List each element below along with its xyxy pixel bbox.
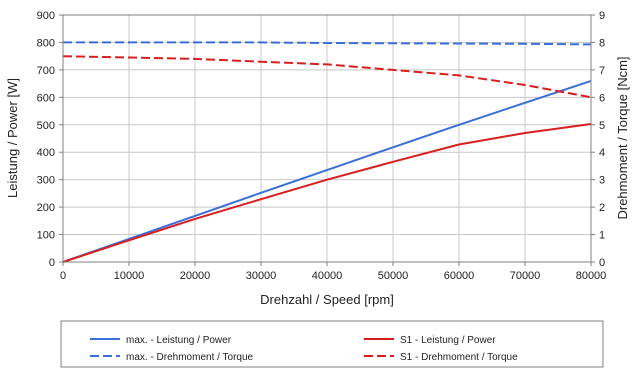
y-right-tick-label-1: 1 bbox=[599, 230, 605, 242]
y-left-tick-label-5: 500 bbox=[37, 120, 55, 132]
y-left-tick-label-7: 700 bbox=[37, 65, 55, 77]
y-right-tick-label-6: 6 bbox=[599, 92, 605, 104]
legend-label-max-torque: max. - Drehmoment / Torque bbox=[126, 352, 254, 363]
legend-label-s1-power: S1 - Leistung / Power bbox=[400, 335, 496, 346]
legend-label-max-power: max. - Leistung / Power bbox=[126, 335, 232, 346]
legend-box bbox=[60, 320, 604, 368]
legend-label-s1-torque: S1 - Drehmoment / Torque bbox=[400, 352, 518, 363]
series-line-0 bbox=[62, 79, 592, 263]
y-axis-right-title: Drehmoment / Torque [Ncm] bbox=[615, 56, 630, 219]
y-right-tick-label-5: 5 bbox=[599, 120, 605, 132]
y-axis-left-title: Leistung / Power [W] bbox=[5, 78, 20, 198]
y-right-tick-label-4: 4 bbox=[599, 147, 605, 159]
y-right-tick-label-8: 8 bbox=[599, 37, 605, 49]
x-tick-label-8: 80000 bbox=[576, 270, 607, 282]
series-line-1 bbox=[62, 123, 592, 263]
x-tick-label-2: 20000 bbox=[180, 270, 211, 282]
y-right-tick-label-0: 0 bbox=[599, 257, 605, 269]
y-right-tick-label-2: 2 bbox=[599, 202, 605, 214]
y-left-tick-label-2: 200 bbox=[37, 202, 55, 214]
y-left-tick-label-3: 300 bbox=[37, 175, 55, 187]
y-right-tick-label-9: 9 bbox=[599, 10, 605, 22]
y-left-tick-label-9: 900 bbox=[37, 10, 55, 22]
legend: max. - Leistung / Power max. - Drehmomen… bbox=[60, 320, 604, 368]
y-right-tick-label-7: 7 bbox=[599, 65, 605, 77]
y-left-tick-label-6: 600 bbox=[37, 92, 55, 104]
x-tick-label-7: 70000 bbox=[510, 270, 541, 282]
x-tick-label-6: 60000 bbox=[444, 270, 475, 282]
x-tick-label-3: 30000 bbox=[246, 270, 277, 282]
y-right-tick-label-3: 3 bbox=[599, 175, 605, 187]
series-line-2 bbox=[63, 41, 592, 46]
y-left-tick-label-8: 800 bbox=[37, 37, 55, 49]
x-tick-label-4: 40000 bbox=[312, 270, 343, 282]
x-tick-label-5: 50000 bbox=[378, 270, 409, 282]
series-line-3 bbox=[62, 55, 592, 99]
x-tick-label-1: 10000 bbox=[114, 270, 145, 282]
y-left-tick-label-0: 0 bbox=[49, 257, 55, 269]
y-left-tick-label-4: 400 bbox=[37, 147, 55, 159]
series-group bbox=[62, 41, 592, 263]
x-axis-title: Drehzahl / Speed [rpm] bbox=[260, 292, 394, 307]
x-tick-label-0: 0 bbox=[60, 270, 66, 282]
ticks: 0 10000 20000 30000 40000 50000 60000 70000 8000… bbox=[37, 10, 607, 282]
y-left-tick-label-1: 100 bbox=[37, 230, 55, 242]
